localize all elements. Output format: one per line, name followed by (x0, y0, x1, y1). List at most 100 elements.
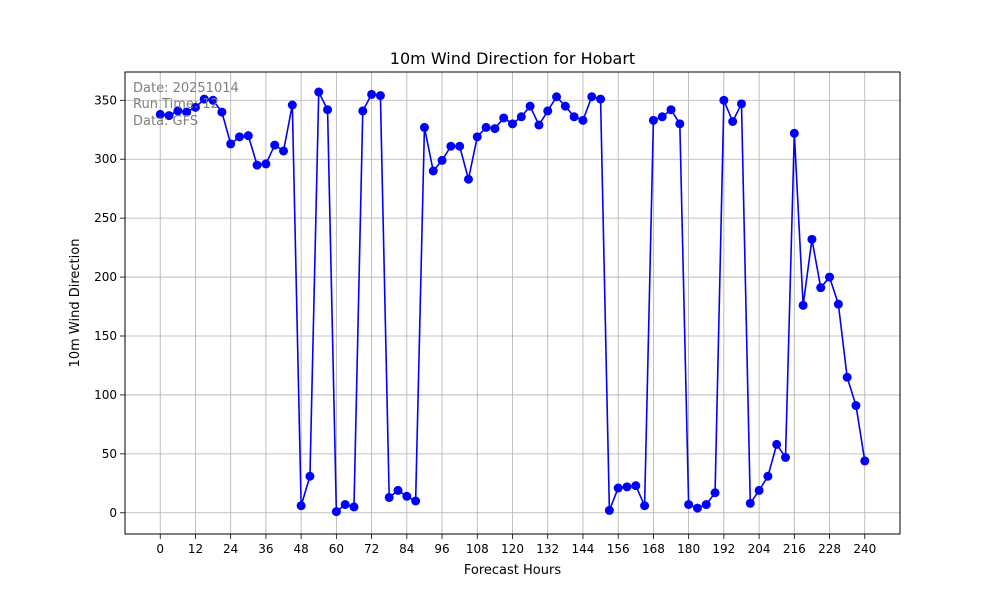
data-point (437, 155, 447, 165)
data-point (331, 507, 341, 517)
data-point (763, 471, 773, 481)
data-point (525, 101, 535, 111)
data-point (375, 91, 385, 101)
data-point (798, 300, 808, 310)
data-point (164, 111, 174, 121)
x-tick-label: 216 (783, 542, 806, 556)
data-point (825, 272, 835, 282)
data-point (455, 141, 465, 151)
x-tick-label: 60 (329, 542, 344, 556)
data-point (499, 113, 509, 123)
data-point (736, 99, 746, 109)
data-point (684, 500, 694, 510)
data-point (481, 122, 491, 132)
y-tick-label: 250 (94, 211, 117, 225)
data-point (675, 119, 685, 129)
y-tick-label: 50 (102, 447, 117, 461)
x-tick-label: 132 (536, 542, 559, 556)
y-tick-label: 0 (109, 506, 117, 520)
data-point (305, 471, 315, 481)
data-point (314, 87, 324, 97)
data-point (419, 122, 429, 132)
data-point (604, 505, 614, 515)
data-point (472, 132, 482, 142)
x-axis-label: Forecast Hours (464, 563, 561, 578)
x-tick-label: 120 (501, 542, 524, 556)
x-tick-label: 24 (223, 542, 238, 556)
x-tick-label: 144 (572, 542, 595, 556)
data-point (534, 120, 544, 130)
x-tick-label: 72 (364, 542, 379, 556)
annotation-layer: Date: 20251014 Run Time: 12 Data: GFS (133, 81, 239, 129)
data-point (569, 112, 579, 122)
data-point (719, 95, 729, 105)
data-point (578, 115, 588, 125)
grid-layer (125, 72, 900, 534)
data-point (754, 485, 764, 495)
data-point (463, 174, 473, 184)
data-point (772, 439, 782, 449)
annotation-run-time: Run Time: 12 (133, 97, 219, 112)
data-point (789, 128, 799, 138)
data-point (234, 132, 244, 142)
data-point (270, 140, 280, 150)
x-tick-label: 168 (642, 542, 665, 556)
data-point (508, 119, 517, 129)
x-tick-label: 108 (466, 542, 489, 556)
data-point (446, 141, 456, 151)
data-point (199, 94, 209, 104)
data-point (208, 95, 218, 105)
data-point (516, 112, 526, 122)
data-point (252, 160, 262, 170)
chart-title: 10m Wind Direction for Hobart (390, 49, 635, 68)
data-point (182, 107, 192, 117)
x-tick-label: 12 (188, 542, 203, 556)
data-point (596, 94, 606, 104)
data-point (587, 92, 597, 102)
x-tick-label: 84 (399, 542, 414, 556)
data-point (261, 159, 271, 169)
data-point (560, 101, 570, 111)
data-point (692, 503, 702, 513)
y-axis-label: 10m Wind Direction (68, 239, 83, 368)
annotation-date: Date: 20251014 (133, 81, 239, 96)
data-point (428, 166, 438, 176)
data-point (358, 106, 368, 116)
x-tick-label: 48 (293, 542, 308, 556)
annotation-data-source: Data: GFS (133, 114, 198, 129)
data-point (851, 401, 861, 411)
data-point (367, 89, 377, 99)
data-point (287, 100, 297, 110)
data-point (217, 107, 227, 117)
data-point (860, 456, 870, 466)
x-tick-label: 156 (607, 542, 630, 556)
data-point (781, 452, 791, 462)
data-point (323, 105, 333, 115)
y-tick-label: 100 (94, 388, 117, 402)
data-point (155, 109, 165, 119)
data-point (631, 481, 641, 491)
data-point (710, 488, 720, 498)
x-tick-label: 192 (712, 542, 735, 556)
x-tick-label: 204 (748, 542, 771, 556)
data-point (657, 112, 667, 122)
data-point (666, 105, 676, 115)
data-point (613, 483, 623, 493)
data-point (340, 500, 350, 510)
plot-frame (124, 71, 901, 535)
y-tick-label: 350 (94, 93, 117, 107)
data-point (648, 115, 658, 125)
data-point (490, 124, 500, 134)
data-point (393, 485, 403, 495)
data-point (173, 106, 183, 116)
y-tick-label: 300 (94, 152, 117, 166)
x-tick-label: 228 (818, 542, 841, 556)
x-tick-label: 240 (853, 542, 876, 556)
x-tick-label: 180 (677, 542, 700, 556)
data-point (552, 92, 562, 102)
data-point (384, 492, 394, 502)
y-tick-label: 150 (94, 329, 117, 343)
data-point (279, 146, 289, 156)
